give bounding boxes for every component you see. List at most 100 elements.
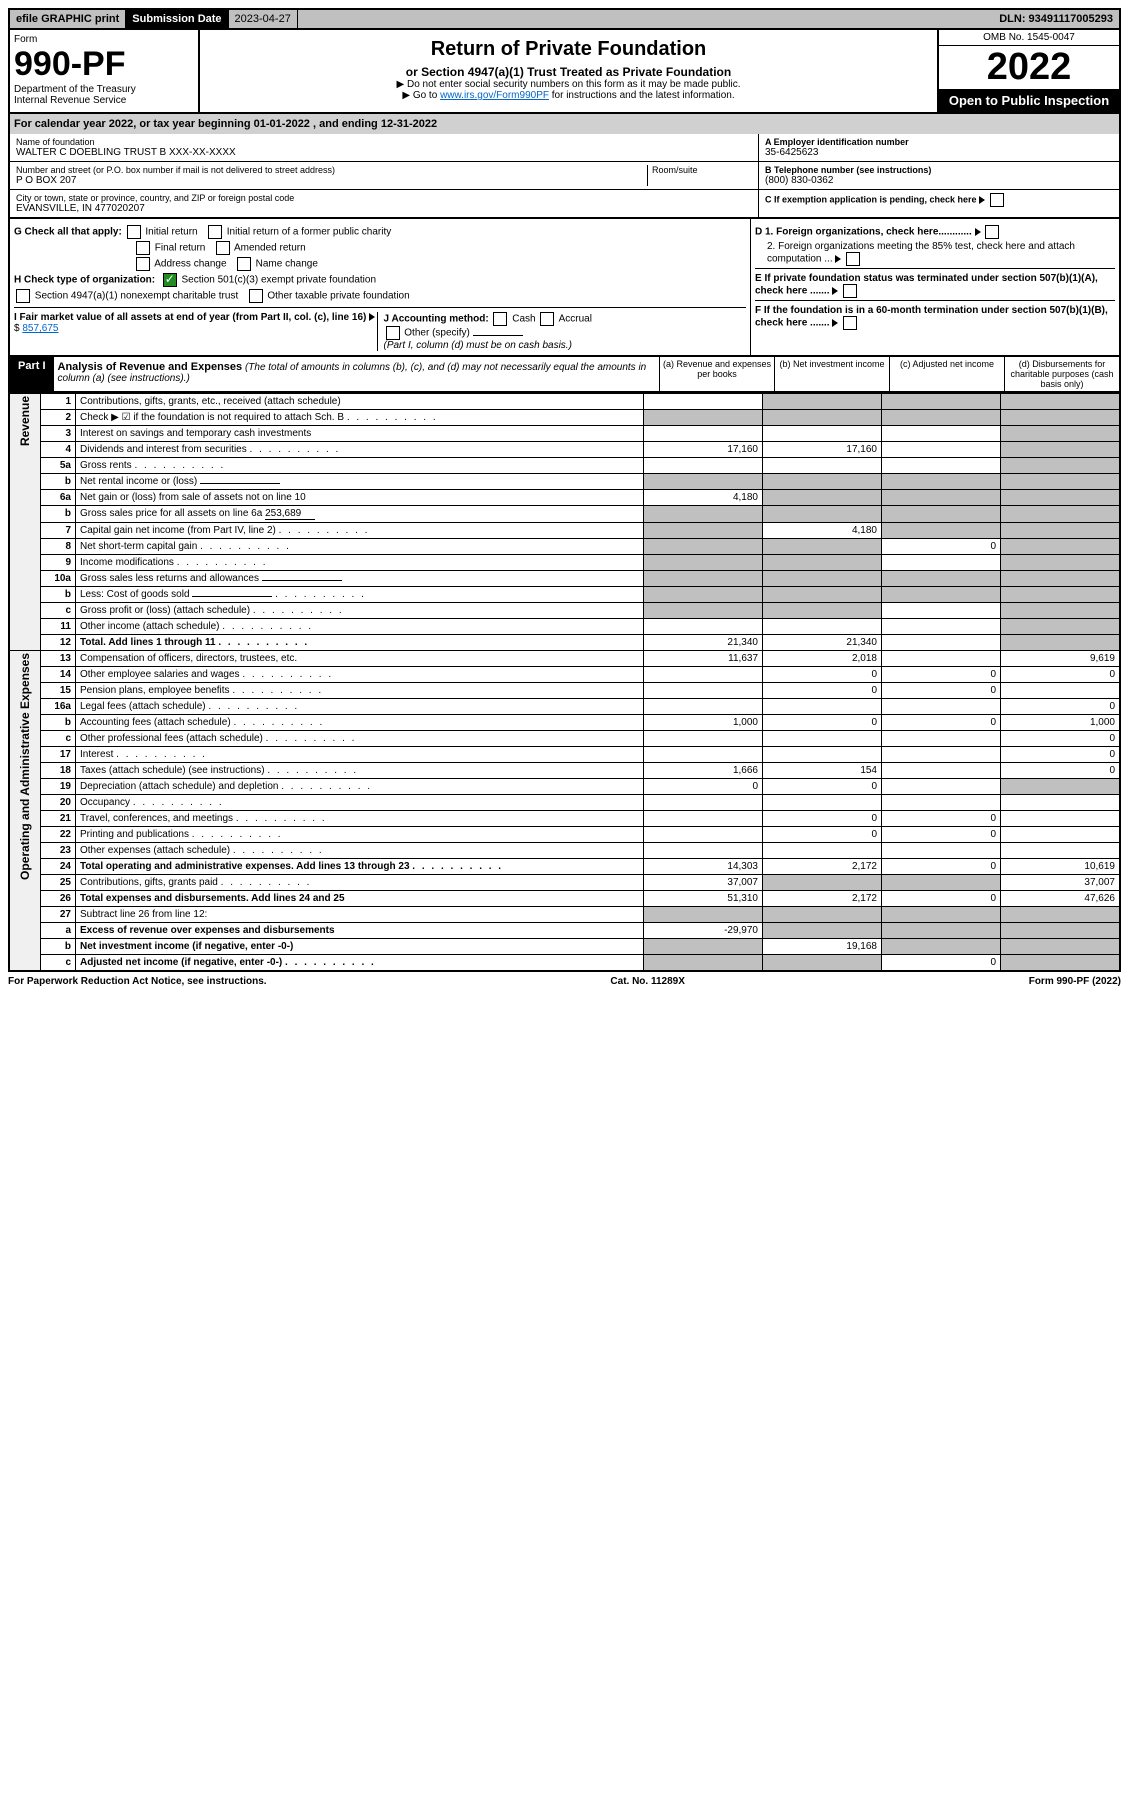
row-desc: Adjusted net income (if negative, enter … [76,955,644,972]
table-cell [882,795,1001,811]
table-cell: 17,160 [644,442,763,458]
cash-checkbox[interactable] [493,312,507,326]
table-cell: 2,172 [763,891,882,907]
table-cell [1001,619,1121,635]
address-label: Number and street (or P.O. box number if… [16,165,647,175]
table-row: 21 Travel, conferences, and meetings 00 [9,811,1120,827]
table-row: 10a Gross sales less returns and allowan… [9,571,1120,587]
row-number: a [41,923,76,939]
4947-checkbox[interactable] [16,289,30,303]
table-cell: 37,007 [1001,875,1121,891]
final-return-checkbox[interactable] [136,241,150,255]
efile-label[interactable]: efile GRAPHIC print [10,10,126,28]
title-box: Return of Private Foundation or Section … [200,30,937,112]
table-cell [763,603,882,619]
irs-link[interactable]: www.irs.gov/Form990PF [440,90,549,101]
501c3-checkbox[interactable] [163,273,177,287]
row-number: 19 [41,779,76,795]
table-cell: 0 [882,683,1001,699]
row-desc: Net investment income (if negative, ente… [76,939,644,955]
address-change-checkbox[interactable] [136,257,150,271]
instruction-2: ▶ Go to www.irs.gov/Form990PF for instru… [204,90,933,101]
table-cell [1001,410,1121,426]
arrow-icon [835,255,841,263]
table-cell [763,923,882,939]
table-cell [644,939,763,955]
table-cell [644,474,763,490]
footer-left: For Paperwork Reduction Act Notice, see … [8,976,267,987]
table-cell [882,523,1001,539]
table-row: 24 Total operating and administrative ex… [9,859,1120,875]
table-cell: 9,619 [1001,651,1121,667]
row-number: c [41,603,76,619]
table-cell: 1,000 [644,715,763,731]
table-row: 15 Pension plans, employee benefits 00 [9,683,1120,699]
year-end: 12-31-2022 [381,118,437,130]
table-cell [763,907,882,923]
col-a-header: (a) Revenue and expenses per books [659,357,774,391]
table-cell [644,811,763,827]
table-cell [644,426,763,442]
address: P O BOX 207 [16,175,647,186]
table-cell [763,731,882,747]
row-number: 21 [41,811,76,827]
d1-checkbox[interactable] [985,225,999,239]
amended-return-checkbox[interactable] [216,241,230,255]
f-checkbox[interactable] [843,316,857,330]
row-desc: Other expenses (attach schedule) [76,843,644,859]
table-cell [1001,795,1121,811]
table-cell: -29,970 [644,923,763,939]
accrual-checkbox[interactable] [540,312,554,326]
table-cell: 11,637 [644,651,763,667]
other-taxable-checkbox[interactable] [249,289,263,303]
year-box: OMB No. 1545-0047 2022 Open to Public In… [937,30,1119,112]
col-b-header: (b) Net investment income [774,357,889,391]
table-cell [1001,923,1121,939]
row-number: 13 [41,651,76,667]
table-cell [882,426,1001,442]
row-number: 3 [41,426,76,442]
other-method-checkbox[interactable] [386,326,400,340]
table-cell [882,635,1001,651]
table-cell [644,747,763,763]
table-cell [763,458,882,474]
table-cell: 51,310 [644,891,763,907]
table-row: b Net investment income (if negative, en… [9,939,1120,955]
table-cell: 1,000 [1001,715,1121,731]
table-cell [1001,843,1121,859]
table-cell [882,458,1001,474]
table-cell: 2,018 [763,651,882,667]
table-cell [882,779,1001,795]
table-row: 6a Net gain or (loss) from sale of asset… [9,490,1120,506]
row-number: b [41,474,76,490]
table-cell [763,474,882,490]
table-cell [1001,426,1121,442]
row-desc: Legal fees (attach schedule) [76,699,644,715]
table-row: 5a Gross rents [9,458,1120,474]
table-cell [644,619,763,635]
row-desc: Contributions, gifts, grants, etc., rece… [76,394,644,410]
c-checkbox[interactable] [990,193,1004,207]
j-note: (Part I, column (d) must be on cash basi… [384,340,572,351]
table-cell [882,506,1001,523]
table-cell [763,955,882,972]
table-cell [763,410,882,426]
row-desc: Net gain or (loss) from sale of assets n… [76,490,644,506]
table-cell [1001,539,1121,555]
name-change-checkbox[interactable] [237,257,251,271]
table-cell: 19,168 [763,939,882,955]
initial-return-checkbox[interactable] [127,225,141,239]
row-desc: Subtract line 26 from line 12: [76,907,644,923]
initial-return-former-checkbox[interactable] [208,225,222,239]
fmv-link[interactable]: 857,675 [22,323,58,334]
revenue-label: Revenue [9,394,41,651]
table-cell: 0 [763,667,882,683]
d2-checkbox[interactable] [846,252,860,266]
table-row: 20 Occupancy [9,795,1120,811]
e-checkbox[interactable] [843,284,857,298]
department: Department of the Treasury [14,84,194,95]
row-number: 16a [41,699,76,715]
table-cell [644,955,763,972]
table-cell: 0 [763,683,882,699]
j-label: J Accounting method: [384,314,489,325]
